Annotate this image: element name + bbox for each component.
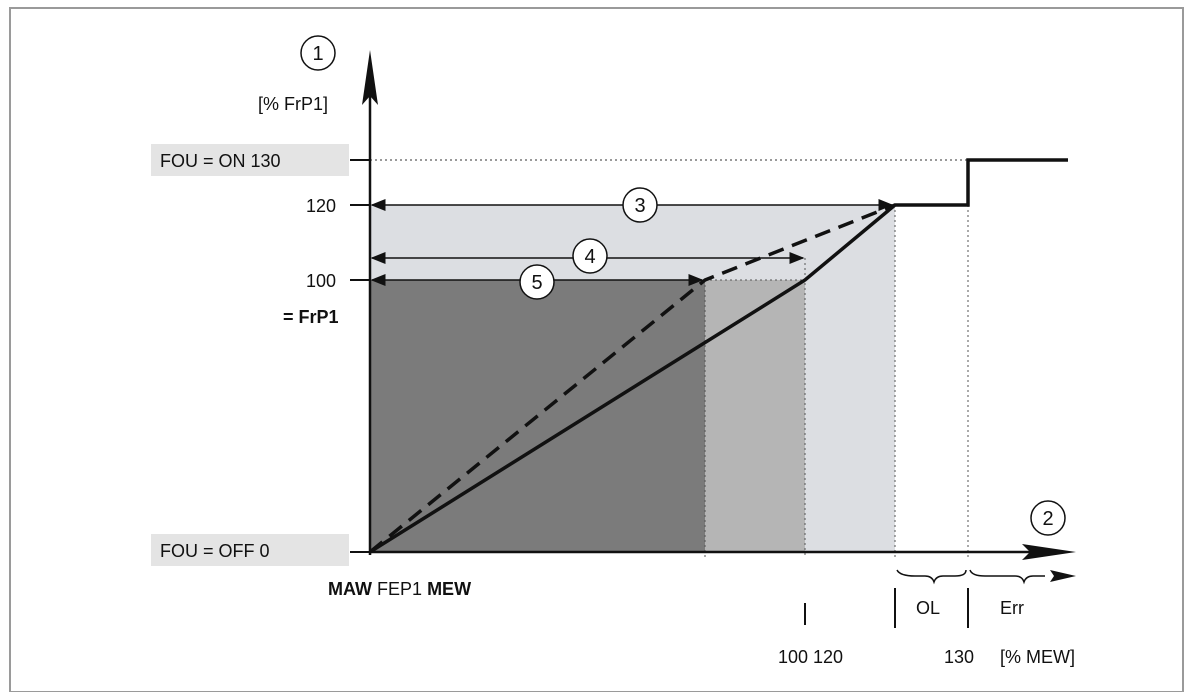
x-axis-arrowhead: [1022, 544, 1076, 560]
fou-on-label: FOU = ON 130: [160, 151, 281, 171]
err-arrowhead: [1050, 570, 1076, 582]
fou-off-label-bg: [151, 534, 349, 566]
diagram-frame: [9, 7, 1184, 692]
ol-brace: [896, 569, 967, 585]
range-err-label: Err: [1000, 598, 1024, 618]
callout-5: 5: [519, 264, 555, 300]
x-axis-marker-2: 2: [1030, 500, 1066, 536]
x-origin-labels: MAW FEP1 MEW: [328, 579, 471, 599]
callout-4: 4: [572, 238, 608, 274]
svg-text:5: 5: [531, 272, 542, 294]
svg-text:4: 4: [584, 246, 595, 268]
svg-text:1: 1: [312, 43, 323, 65]
err-brace: [969, 569, 1045, 585]
callout-3: 3: [622, 187, 658, 223]
y-tick-label-100: 100: [306, 271, 336, 291]
x-axis-unit: [% MEW]: [1000, 647, 1075, 667]
y-axis-unit: [% FrP1]: [258, 94, 328, 114]
svg-text:3: 3: [634, 195, 645, 217]
svg-text:2: 2: [1042, 508, 1053, 530]
y-axis-arrowhead: [362, 50, 378, 105]
x-tick-label-100-120: 100 120: [778, 647, 843, 667]
frp1-label: = FrP1: [283, 307, 339, 327]
fou-off-label: FOU = OFF 0: [160, 541, 270, 561]
fou-on-label-bg: [151, 144, 349, 176]
characteristic-solid: [369, 158, 1068, 554]
characteristic-dashed: [368, 203, 896, 554]
y-tick-label-120: 120: [306, 196, 336, 216]
y-axis-marker-1: 1: [300, 35, 336, 71]
x-tick-label-130: 130: [944, 647, 974, 667]
range-ol-label: OL: [916, 598, 940, 618]
